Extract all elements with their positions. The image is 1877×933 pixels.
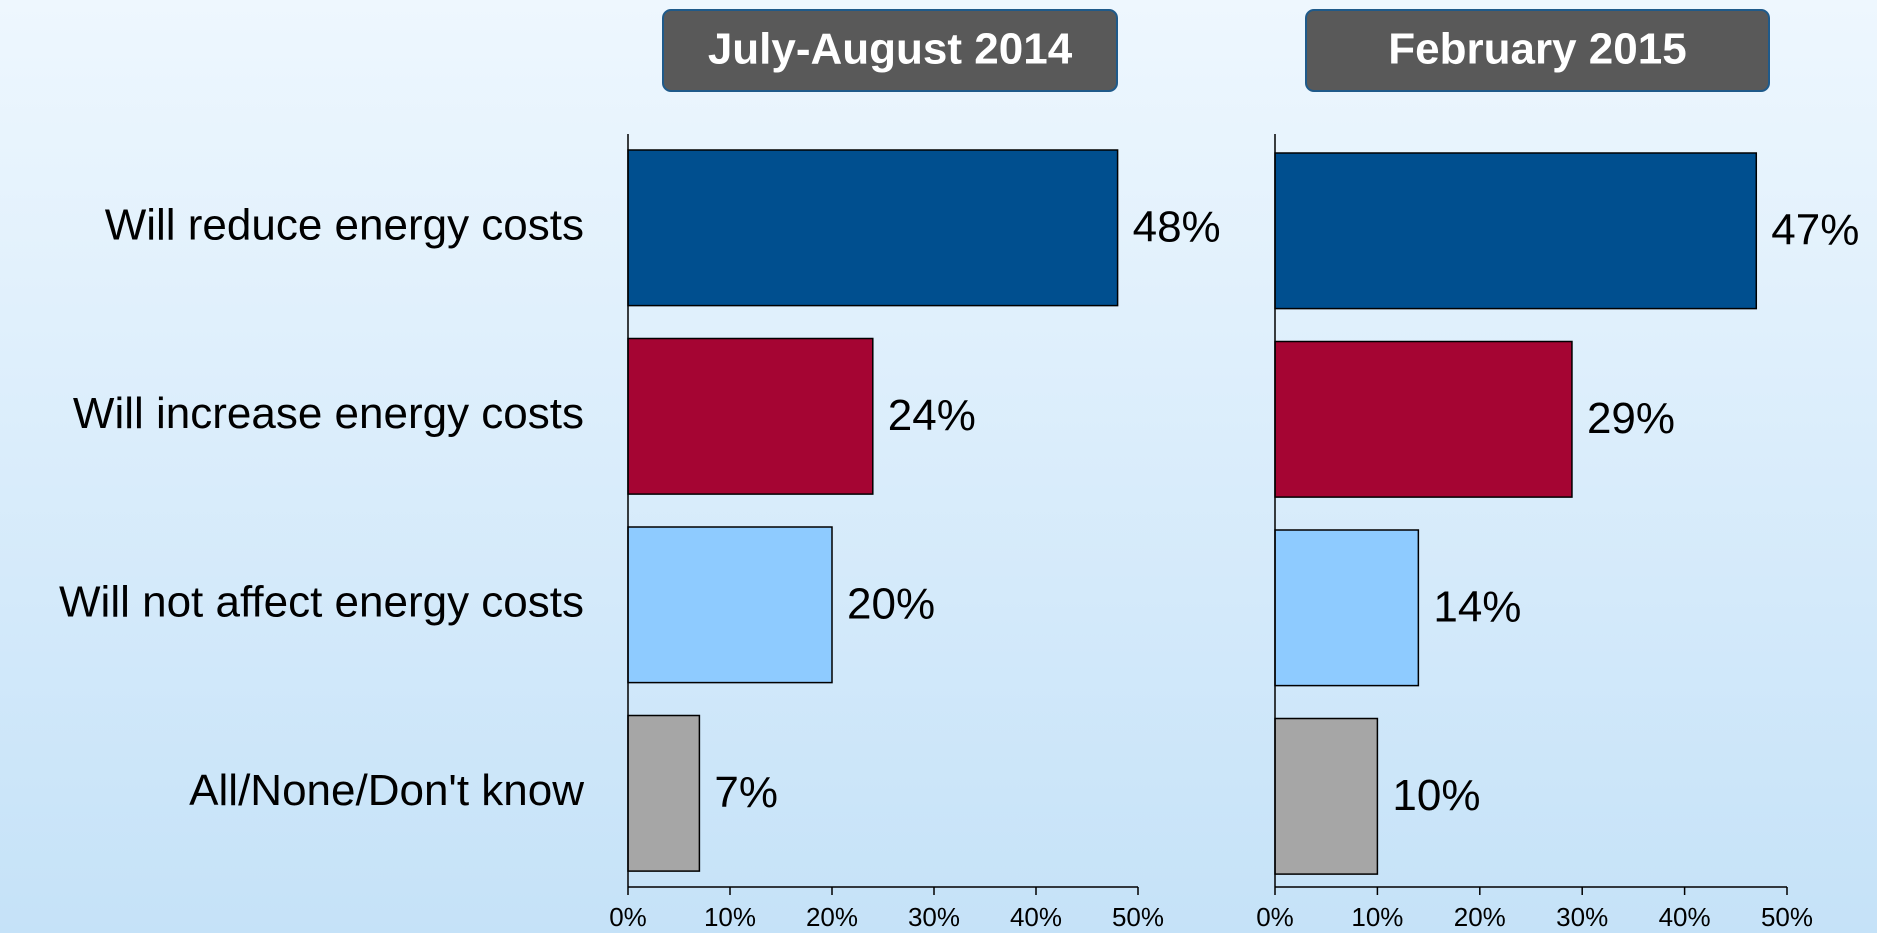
bar [627,149,1119,307]
x-tick-label: 20% [1454,902,1506,932]
value-label: 47% [1771,205,1859,254]
title-box [1305,9,1770,92]
category-label: Will reduce energy costs [105,200,584,249]
value-label: 24% [888,391,976,440]
category-label: All/None/Don't know [189,766,584,815]
x-tick-label: 20% [806,902,858,932]
x-tick-label: 0% [1256,902,1294,932]
x-tick-label: 50% [1761,902,1813,932]
category-label: Will not affect energy costs [59,577,584,626]
bar [627,714,701,872]
value-label: 14% [1433,582,1521,631]
x-tick-label: 50% [1112,902,1164,932]
value-label: 29% [1587,394,1675,443]
x-tick-label: 30% [1556,902,1608,932]
x-tick-label: 10% [704,902,756,932]
x-tick-label: 0% [609,902,647,932]
x-tick-label: 40% [1010,902,1062,932]
bar [627,526,833,684]
value-label: 48% [1133,202,1221,251]
x-tick-label: 10% [1351,902,1403,932]
bar [627,337,874,495]
chart-title: February 2015 [1388,25,1686,74]
category-label: Will increase energy costs [73,389,584,438]
x-tick-label: 40% [1659,902,1711,932]
bar [1274,717,1379,875]
value-label: 20% [847,579,935,628]
chart-title: July-August 2014 [708,25,1073,74]
value-label: 7% [714,768,778,817]
value-label: 10% [1392,771,1480,820]
bar [1274,152,1758,310]
x-tick-label: 30% [908,902,960,932]
bar [1274,340,1573,498]
title-box [662,9,1118,92]
bar [1274,529,1420,687]
